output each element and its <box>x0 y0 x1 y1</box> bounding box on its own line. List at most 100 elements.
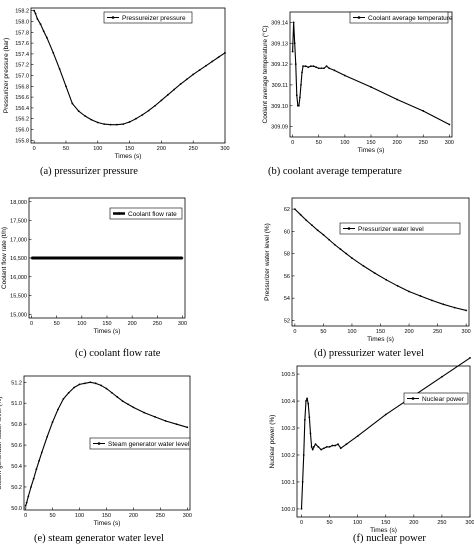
y-axis-label: Coolant average temperature (°C) <box>261 26 269 124</box>
data-point <box>312 65 315 68</box>
data-point <box>132 406 135 409</box>
data-point <box>62 398 65 400</box>
y-tick-label: 60 <box>284 229 290 235</box>
legend-marker <box>111 16 115 19</box>
data-point <box>300 508 303 510</box>
series-line <box>300 357 471 509</box>
data-point <box>52 51 55 54</box>
x-tick-label: 300 <box>220 146 229 152</box>
data-point <box>297 104 300 107</box>
y-tick-label: 155.8 <box>15 138 29 144</box>
data-point <box>105 387 108 390</box>
data-point <box>299 96 301 99</box>
series-line <box>25 381 188 506</box>
data-point <box>356 435 359 438</box>
y-tick-label: 17,000 <box>10 237 27 243</box>
data-point <box>328 238 331 241</box>
data-point <box>42 30 45 33</box>
data-point <box>305 219 308 222</box>
data-point <box>370 86 372 88</box>
data-point <box>337 443 339 446</box>
x-tick-label: 100 <box>75 513 84 519</box>
legend-box <box>339 222 461 235</box>
data-point <box>51 421 54 423</box>
data-point <box>448 123 451 126</box>
data-point <box>39 23 42 26</box>
data-point <box>115 123 118 126</box>
y-tick-label: 156.2 <box>15 117 29 123</box>
legend-marker <box>357 16 361 19</box>
data-point <box>311 448 314 451</box>
legend-label: Pressurizer water level <box>358 226 424 233</box>
data-point <box>465 309 468 312</box>
x-tick-label: 100 <box>353 520 362 526</box>
x-tick-label: 100 <box>347 329 356 335</box>
x-tick-label: 300 <box>445 140 454 146</box>
data-point <box>295 94 298 97</box>
data-point <box>323 447 325 450</box>
x-axis-label: Times (s) <box>358 147 385 154</box>
data-point <box>293 42 296 45</box>
data-point <box>291 50 294 53</box>
x-tick-label: 150 <box>376 329 385 335</box>
x-tick-label: 200 <box>128 321 137 327</box>
chart-a: 0 50 100 150 200 250 300 155.8 156.0 156.2 156.4 15… <box>3 7 230 177</box>
data-point <box>78 383 81 386</box>
x-tick-label: 200 <box>157 146 166 152</box>
y-tick-label: 56 <box>284 274 290 280</box>
x-tick-label: 300 <box>178 321 187 327</box>
x-tick-label: 250 <box>156 513 165 519</box>
caption: (a) pressurizer pressure <box>40 166 138 177</box>
data-point <box>100 384 102 387</box>
legend-marker <box>117 212 121 215</box>
data-point <box>84 382 86 385</box>
y-axis-label: Coolant flow rate (t/h) <box>1 227 8 289</box>
x-tick-label: 0 <box>291 140 294 146</box>
data-point <box>77 110 80 113</box>
x-tick-label: 200 <box>129 513 138 519</box>
y-axis-label: Nuclear power (%) <box>269 415 276 469</box>
y-tick-label: 15,000 <box>10 312 27 318</box>
data-point <box>84 115 86 117</box>
y-tick-label: 50.0 <box>11 506 22 512</box>
data-point <box>181 257 184 259</box>
data-point <box>310 65 312 68</box>
data-point <box>307 66 310 69</box>
data-point <box>211 60 214 63</box>
x-tick-label: 100 <box>77 321 86 327</box>
x-tick-label: 0 <box>293 329 296 335</box>
y-tick-label: 51.0 <box>11 401 22 407</box>
y-tick-label: 100.4 <box>281 399 295 405</box>
legend-box <box>89 437 191 450</box>
data-point <box>339 447 342 450</box>
x-tick-label: 150 <box>366 140 375 146</box>
y-tick-label: 157.4 <box>15 52 29 58</box>
x-tick-label: 250 <box>153 321 162 327</box>
x-axis-label: Times (s) <box>370 527 397 534</box>
data-point <box>186 426 189 429</box>
x-axis-label: Times (s) <box>94 328 121 335</box>
data-point <box>317 445 320 448</box>
data-point <box>89 381 92 384</box>
y-tick-label: 156.0 <box>15 128 29 134</box>
data-point <box>65 85 67 88</box>
data-point <box>143 411 146 414</box>
data-point <box>310 445 313 448</box>
y-tick-label: 16,000 <box>10 275 27 281</box>
data-point <box>32 477 35 480</box>
x-axis-label: Times (s) <box>94 520 121 527</box>
data-point <box>116 396 119 398</box>
data-point <box>198 69 201 71</box>
data-point <box>333 243 336 246</box>
legend-label: Coolant average temperature <box>368 15 453 22</box>
y-tick-label: 100.5 <box>281 372 295 378</box>
x-tick-label: 250 <box>189 146 198 152</box>
data-point <box>154 415 156 418</box>
y-tick-label: 51.2 <box>11 380 22 386</box>
data-point <box>205 64 207 67</box>
data-point <box>320 448 323 451</box>
data-point <box>469 357 471 359</box>
x-tick-label: 100 <box>340 140 349 146</box>
data-point <box>314 443 317 446</box>
